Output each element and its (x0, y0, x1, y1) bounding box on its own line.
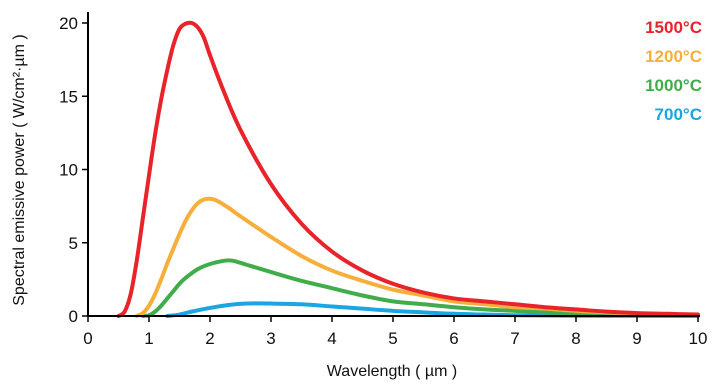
x-axis-ticks: 0 1 2 3 4 5 6 7 8 9 10 (83, 316, 707, 348)
y-tick-label: 0 (69, 307, 78, 326)
legend-entry: 1200°C (645, 47, 702, 66)
x-tick-label: 0 (83, 329, 92, 348)
series-line-1200C (134, 196, 700, 318)
x-tick-label: 3 (266, 329, 275, 348)
legend-entry: 1500°C (645, 18, 702, 37)
series-curves (116, 20, 700, 318)
legend: 1500°C 1200°C 1000°C 700°C (645, 18, 702, 124)
y-tick-label: 15 (59, 87, 78, 106)
x-tick-label: 9 (632, 329, 641, 348)
x-tick-label: 1 (144, 329, 153, 348)
legend-entry: 700°C (655, 105, 702, 124)
x-tick-label: 10 (689, 329, 708, 348)
legend-entry: 1000°C (645, 76, 702, 95)
y-tick-label: 5 (69, 234, 78, 253)
y-axis-label: Spectral emissive power ( W/cm²·µm ) (11, 34, 28, 305)
x-tick-label: 2 (205, 329, 214, 348)
x-tick-label: 6 (449, 329, 458, 348)
y-tick-label: 10 (59, 161, 78, 180)
series-line-1000C (140, 258, 700, 318)
series-line-1500C (116, 20, 700, 318)
x-tick-label: 7 (510, 329, 519, 348)
x-axis-label: Wavelength ( µm ) (327, 363, 457, 380)
x-tick-label: 4 (327, 329, 336, 348)
x-tick-label: 8 (571, 329, 580, 348)
x-tick-label: 5 (388, 329, 397, 348)
y-tick-label: 20 (59, 14, 78, 33)
y-axis-ticks: 0 5 10 15 20 (59, 14, 88, 326)
